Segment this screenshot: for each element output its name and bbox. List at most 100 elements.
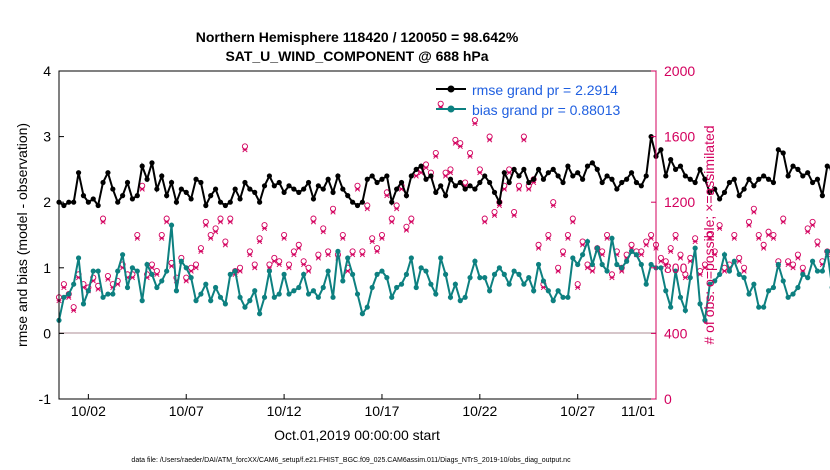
obs-possible-marker <box>329 205 337 212</box>
bias-point <box>550 298 556 304</box>
bias-point <box>824 248 830 254</box>
obs-possible-marker <box>354 182 361 189</box>
obs-possible-marker <box>388 215 395 222</box>
obs-possible-marker <box>315 251 322 258</box>
obs-assimilated-marker <box>105 276 111 282</box>
bias-point <box>237 294 243 300</box>
rmse-point <box>212 186 219 192</box>
rmse-point <box>579 176 586 182</box>
bias-point <box>203 281 209 287</box>
bias-point <box>208 298 214 304</box>
obs-possible-marker <box>736 254 743 262</box>
obs-assimilated-marker <box>604 235 610 241</box>
rmse-point <box>457 179 463 186</box>
bias-point <box>545 288 551 294</box>
obs-possible-marker <box>305 264 312 271</box>
rmse-point <box>296 189 302 195</box>
obs-possible-marker <box>374 245 381 252</box>
obs-possible-marker <box>285 261 293 268</box>
obs-assimilated-marker <box>746 222 752 228</box>
obs-possible-marker <box>212 225 219 232</box>
obs-possible-marker <box>369 235 376 242</box>
obs-possible-marker <box>657 254 664 262</box>
bias-point <box>100 294 106 300</box>
obs-assimilated-marker <box>672 235 679 241</box>
obs-assimilated-marker <box>359 252 366 258</box>
bias-point <box>139 298 145 304</box>
rmse-point <box>237 196 243 202</box>
obs-possible-marker <box>227 215 234 222</box>
rmse-point <box>487 179 493 186</box>
obs-possible-marker <box>682 271 689 278</box>
right-axis-ticks: 0 400 800 1200 1600 2000 <box>651 63 695 407</box>
obs-assimilated-marker <box>95 286 101 292</box>
rmse-point <box>800 173 806 179</box>
obs-possible-marker <box>432 149 439 157</box>
obs-possible-marker <box>452 136 459 143</box>
rmse-point <box>668 156 674 163</box>
obs-assimilated-marker <box>413 173 419 179</box>
rmse-point <box>340 186 346 192</box>
obs-possible-marker <box>559 248 567 255</box>
bias-point <box>379 268 385 274</box>
obs-possible-marker <box>378 231 386 239</box>
rmse-point <box>389 199 395 205</box>
obs-possible-marker <box>403 223 410 230</box>
right-tick-label: 2000 <box>664 63 695 79</box>
bias-point <box>232 268 238 274</box>
rmse-point <box>374 179 380 186</box>
obs-assimilated-marker <box>579 242 586 248</box>
obs-assimilated-marker <box>281 235 287 241</box>
rmse-point <box>736 193 742 199</box>
obs-possible-marker <box>364 202 371 209</box>
obs-possible-marker <box>643 238 650 245</box>
rmse-point <box>628 170 635 176</box>
bias-point <box>178 258 184 264</box>
rmse-point <box>447 176 454 182</box>
obs-assimilated-marker <box>516 186 522 192</box>
bias-point <box>477 275 483 281</box>
obs-possible-marker <box>814 238 821 245</box>
bias-point <box>535 261 542 268</box>
rmse-point <box>183 189 189 195</box>
rmse-point <box>780 150 786 156</box>
bias-point <box>418 265 424 271</box>
rmse-point <box>677 163 684 169</box>
rmse-point <box>545 170 551 176</box>
obs-possible-marker <box>266 261 273 268</box>
bias-point <box>247 298 253 304</box>
rmse-point <box>149 160 155 166</box>
rmse-point <box>491 189 498 195</box>
bias-point <box>800 271 806 277</box>
bias-point <box>242 304 248 310</box>
obs-assimilated-marker <box>511 212 517 218</box>
rmse-point <box>403 193 410 199</box>
bias-point <box>472 258 478 264</box>
bias-point <box>261 294 268 300</box>
rmse-point <box>658 147 664 153</box>
obs-assimilated-marker <box>217 219 224 225</box>
rmse-point <box>71 199 77 205</box>
obs-assimilated-marker <box>305 268 312 274</box>
obs-assimilated-marker <box>257 238 263 245</box>
bias-point <box>433 291 439 297</box>
obs-possible-marker <box>349 248 356 255</box>
rmse-point <box>482 173 488 179</box>
bias-point <box>110 291 116 297</box>
obs-assimilated-marker <box>447 170 454 176</box>
bias-point <box>795 284 801 291</box>
rmse-point <box>501 170 507 176</box>
rmse-point <box>707 189 713 195</box>
rmse-point <box>359 199 365 205</box>
obs-assimilated-marker <box>575 284 581 291</box>
bias-point <box>345 255 351 261</box>
obs-possible-marker <box>271 254 278 262</box>
rmse-point <box>746 176 752 182</box>
obs-assimilated-marker <box>589 268 596 274</box>
obs-assimilated-marker <box>193 265 199 271</box>
rmse-point <box>164 193 170 199</box>
rmse-point <box>291 186 297 192</box>
obs-possible-marker <box>70 304 77 311</box>
bias-point <box>85 288 91 294</box>
obs-possible-marker <box>535 241 542 248</box>
